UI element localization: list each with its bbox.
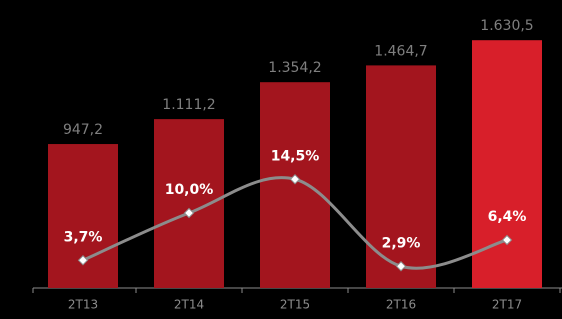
bar-value-label: 1.354,2 <box>268 60 321 76</box>
line-value-label: 10,0% <box>165 182 214 198</box>
line-value-label: 2,9% <box>382 235 421 251</box>
line-marker <box>77 255 89 266</box>
bar-value-label: 1.111,2 <box>162 97 215 113</box>
x-tick-label: 2T13 <box>68 298 98 312</box>
bar <box>154 119 224 288</box>
bar <box>472 40 542 288</box>
x-tick-label: 2T15 <box>280 298 310 312</box>
line-value-label: 14,5% <box>271 148 320 164</box>
line-marker <box>289 174 301 185</box>
bar-value-label: 1.630,5 <box>480 18 533 34</box>
line-marker <box>501 234 513 246</box>
x-tick-label: 2T17 <box>492 298 522 312</box>
line-marker <box>395 261 407 272</box>
bar <box>260 82 330 288</box>
x-tick-label: 2T14 <box>174 298 204 312</box>
bar <box>48 144 118 288</box>
bar-value-label: 1.464,7 <box>374 43 427 59</box>
x-tick-label: 2T16 <box>386 298 416 312</box>
line-marker <box>183 207 195 219</box>
line-value-label: 3,7% <box>64 229 103 245</box>
bar-value-label: 947,2 <box>63 122 103 138</box>
bar <box>366 65 436 288</box>
line-value-label: 6,4% <box>488 209 527 225</box>
